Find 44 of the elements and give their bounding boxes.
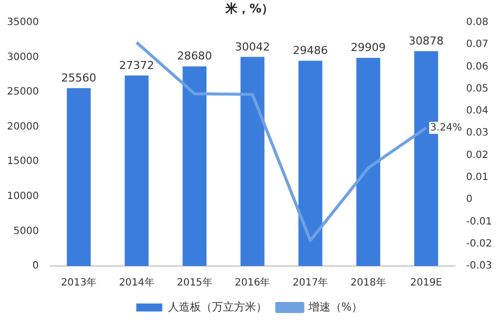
x-tick-label: 2018年	[350, 276, 386, 289]
x-tick-label: 2015年	[176, 276, 212, 289]
data-label: 25560	[61, 71, 96, 84]
data-label: 27372	[119, 58, 154, 72]
data-label: 3.24%	[430, 122, 462, 134]
y-tick-label: 25000	[7, 86, 39, 98]
y2-tick-label: 0.08	[466, 16, 488, 28]
y-tick-label: 30000	[7, 52, 39, 63]
legend-label: 增速（%）	[307, 300, 363, 314]
y-tick-label: 15000	[7, 156, 39, 168]
y-tick-label: 35000	[7, 16, 39, 28]
y2-tick-label: 0.02	[466, 150, 488, 161]
bar	[66, 88, 91, 266]
y2-tick-label: 0	[466, 194, 472, 206]
x-tick-label: 2019E	[410, 278, 442, 289]
x-tick-label: 2016年	[234, 276, 270, 289]
y2-tick-label: -0.02	[466, 238, 492, 250]
legend-label: 人造板（万立方米）	[168, 300, 267, 314]
y-tick-label: 10000	[7, 190, 39, 202]
bar	[124, 75, 149, 266]
y-tick-label: 20000	[7, 121, 39, 132]
y2-tick-label: 0.07	[466, 39, 488, 50]
bar	[356, 58, 380, 266]
x-tick-label: 2014年	[118, 276, 154, 289]
data-label: 28680	[177, 50, 212, 63]
y2-tick-label: 0.06	[466, 61, 488, 72]
y2-tick-label: 0.04	[466, 106, 488, 117]
y-tick-label: 0	[32, 260, 39, 272]
y2-tick-label: -0.03	[466, 260, 492, 272]
data-label: 30878	[408, 34, 444, 48]
chart-title: 米，%）	[224, 1, 274, 16]
bar	[240, 56, 264, 266]
data-label: 29486	[292, 44, 328, 58]
y2-tick-label: 0.01	[466, 172, 488, 184]
data-label: 30042	[234, 40, 270, 54]
x-tick-label: 2017年	[292, 276, 328, 289]
y2-tick-label: 0.05	[466, 83, 488, 94]
y2-tick-label: 0.03	[466, 128, 488, 139]
x-tick-label: 2013年	[61, 276, 96, 289]
bar	[298, 60, 322, 266]
y2-tick-label: -0.01	[466, 216, 492, 228]
y-tick-label: 5000	[13, 226, 39, 237]
bar	[182, 66, 207, 266]
data-label: 29909	[350, 41, 386, 54]
